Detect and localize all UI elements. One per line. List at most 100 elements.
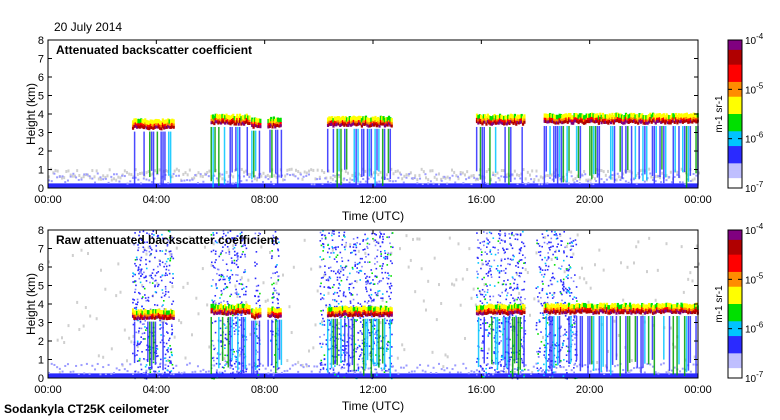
raw-signal-speck [138,327,141,330]
raw-signal-speck [486,301,488,304]
cloud-core [137,313,140,318]
cloud-core [484,309,487,314]
raw-signal-speck [356,267,359,269]
boundary-layer-speck [167,369,170,372]
cloud-core [232,309,235,314]
raw-signal-speck [229,281,231,284]
raw-signal-speck [542,317,544,319]
cloud-core [253,121,257,126]
raw-signal-speck [482,342,484,344]
cloud-core [257,312,261,317]
noise-speck [386,173,388,177]
noise-speck [546,173,549,177]
noise-speck [180,321,183,325]
raw-signal-speck [357,376,359,379]
raw-signal-speck [559,349,562,351]
cloud-core [146,314,150,319]
raw-signal-speck [546,268,549,271]
raw-signal-speck [224,327,227,330]
raw-signal-speck [374,291,377,294]
cloud-edge [482,305,485,311]
raw-signal-speck [548,247,551,249]
raw-signal-speck [169,281,172,283]
raw-signal-speck [160,358,162,361]
cloud-peak [354,313,357,317]
cloud-edge [654,115,657,121]
cloud-edge [596,113,599,119]
raw-signal-speck [388,274,390,277]
raw-signal-speck [218,239,221,241]
raw-signal-speck [347,317,349,319]
raw-signal-speck [350,334,352,337]
boundary-layer-speck [305,174,308,177]
raw-signal-speck [490,273,492,276]
boundary-layer-speck [178,174,180,177]
boundary-layer-speck [221,173,224,176]
cloud-peak [136,317,139,321]
cloud-edge [580,113,583,119]
boundary-layer-speck [77,372,80,375]
raw-signal-speck [220,273,223,276]
noise-speck [628,169,631,173]
raw-signal-speck [242,238,245,241]
raw-signal-speck [554,250,556,253]
cloud-peak [351,314,354,318]
cloud-core [689,117,693,122]
boundary-layer-speck [180,372,183,375]
raw-signal-speck [221,372,224,375]
raw-signal-speck [230,335,233,338]
cloud-peak [498,120,502,124]
boundary-layer-speck [80,364,83,367]
raw-signal-speck [505,283,507,286]
cloud-core [574,117,577,122]
cloud-peak [554,121,557,125]
cloud-edge [600,114,603,120]
cloud-peak [362,122,365,126]
noise-speck [182,172,185,176]
cloud-edge [566,114,569,120]
cloud-edge [341,115,345,121]
cloud-core [367,122,370,127]
raw-signal-speck [149,368,151,371]
raw-signal-speck [516,238,519,241]
raw-signal-speck [537,300,540,303]
raw-signal-speck [364,273,366,275]
noise-speck [479,291,482,295]
cloud-core [144,313,147,318]
cloud-peak [511,311,514,315]
raw-signal-speck [220,340,222,342]
raw-signal-speck [561,240,563,242]
noise-speck [184,356,187,360]
cloud-edge [672,113,675,119]
cloud-edge [359,115,362,121]
raw-signal-speck [133,273,135,276]
raw-signal-speck [323,324,326,326]
raw-signal-speck [559,335,562,338]
raw-signal-speck [370,297,372,300]
noise-speck [128,172,131,176]
raw-signal-speck [375,294,378,296]
boundary-layer-speck [454,364,457,367]
raw-signal-speck [379,250,382,253]
raw-signal-speck [482,357,484,359]
cloud-edge [134,118,137,124]
noise-speck [100,268,102,272]
cloud-peak [492,311,495,315]
raw-signal-speck [170,323,173,326]
cloud-core [237,307,240,312]
noise-speck [301,177,304,181]
raw-signal-speck [163,357,166,360]
cloud-core [377,121,380,126]
boundary-layer-speck [692,363,695,366]
raw-signal-speck [338,282,340,285]
raw-signal-speck [552,253,554,256]
raw-signal-speck [159,276,162,278]
noise-speck [589,286,592,290]
boundary-layer-speck [532,181,535,184]
noise-speck [539,175,542,179]
cloud-edge [241,303,244,309]
noise-speck [416,178,419,182]
raw-signal-speck [524,333,527,335]
boundary-layer-speck [318,177,321,180]
cloud-core [654,119,657,124]
